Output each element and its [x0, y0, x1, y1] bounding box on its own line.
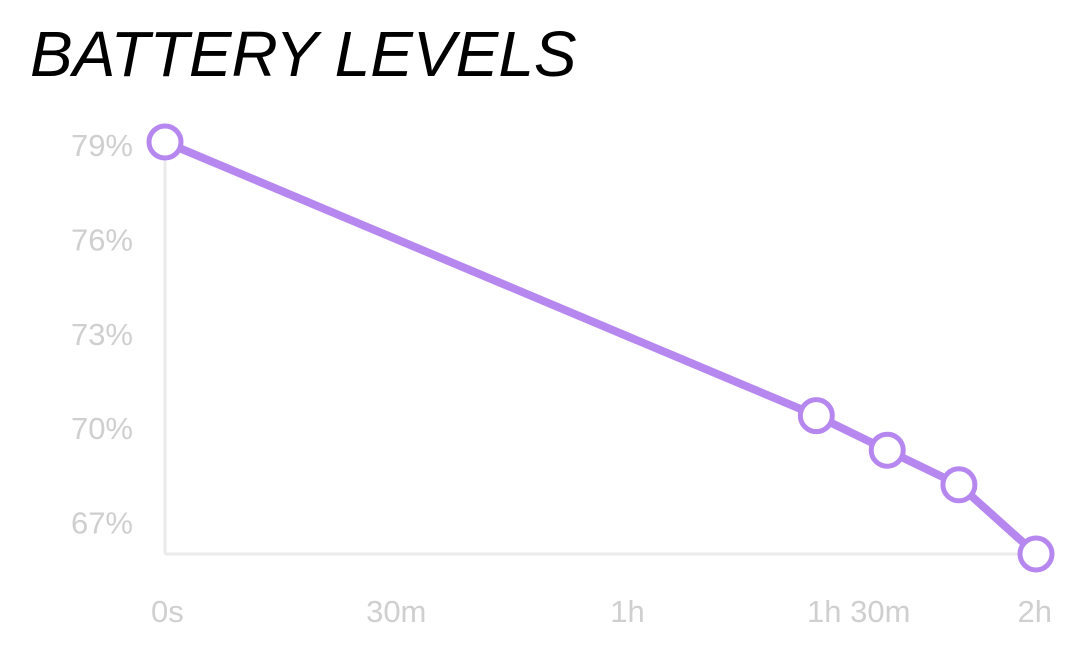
x-tick-labels: 0s 30m 1h 1h 30m 2h [151, 594, 1052, 629]
battery-data-points [146, 123, 1055, 573]
data-point[interactable] [940, 466, 978, 504]
x-tick-label: 30m [366, 594, 426, 629]
y-tick-label: 67% [71, 506, 133, 541]
y-tick-label: 70% [71, 411, 133, 446]
y-tick-labels: 79% 76% 73% 70% 67% [71, 128, 133, 540]
data-point[interactable] [868, 431, 906, 469]
y-tick-label: 79% [71, 128, 133, 163]
x-tick-label: 1h 30m [807, 594, 910, 629]
battery-series-line [161, 138, 1040, 558]
data-point[interactable] [797, 397, 835, 435]
x-tick-label: 1h [610, 594, 644, 629]
data-point[interactable] [1017, 535, 1055, 573]
x-tick-label: 0s [151, 594, 184, 629]
y-tick-label: 76% [71, 222, 133, 257]
x-tick-label: 2h [1018, 594, 1052, 629]
y-tick-label: 73% [71, 317, 133, 352]
chart-title: BATTERY LEVELS [30, 18, 577, 90]
data-point[interactable] [146, 123, 184, 161]
